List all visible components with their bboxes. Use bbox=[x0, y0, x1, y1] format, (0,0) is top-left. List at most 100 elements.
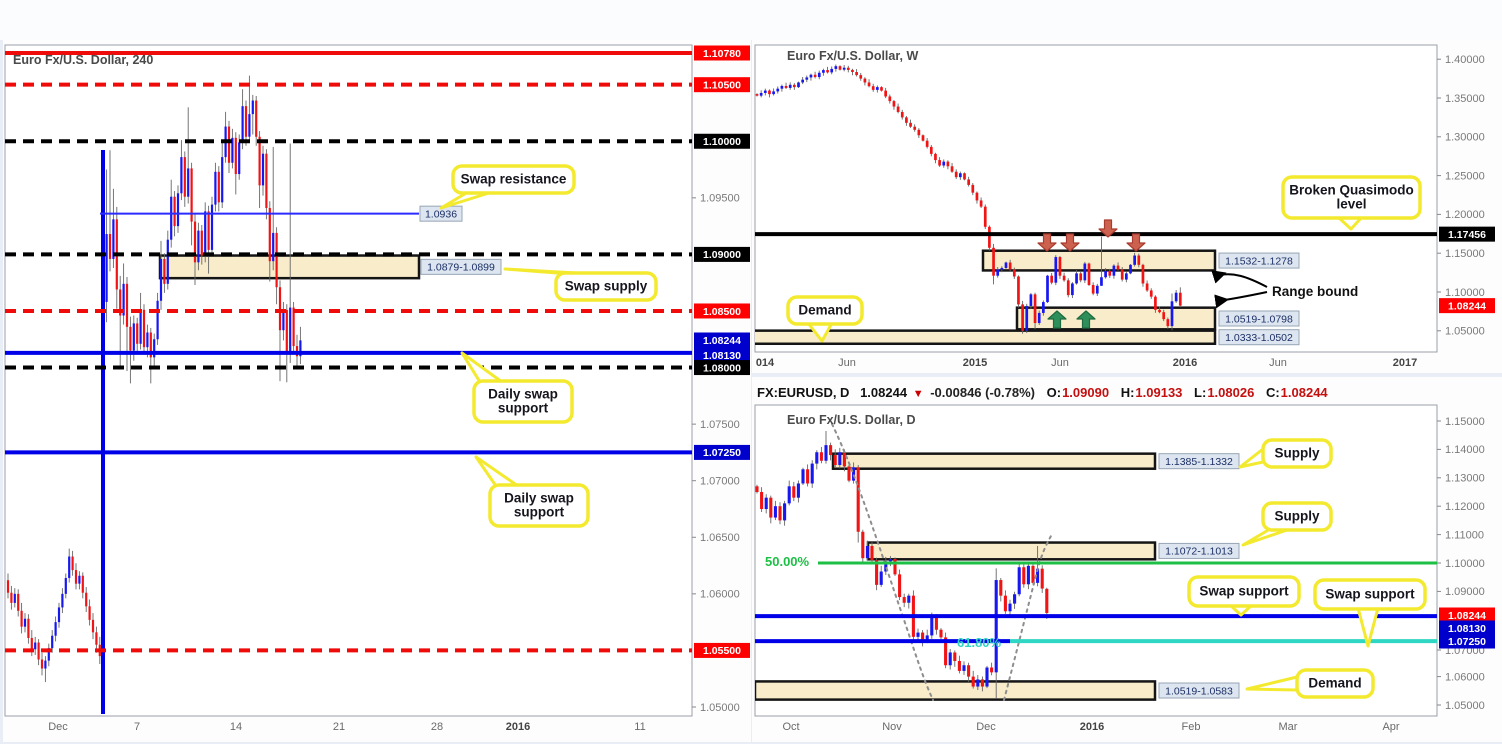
change-daily: -0.00846 (-0.78%) bbox=[930, 385, 1035, 400]
svg-text:Broken Quasimodo: Broken Quasimodo bbox=[1289, 183, 1414, 198]
svg-text:Jun: Jun bbox=[838, 357, 856, 369]
green-up-arrow-icon bbox=[1076, 310, 1096, 329]
red-down-arrow-icon bbox=[1060, 233, 1080, 252]
svg-text:28: 28 bbox=[431, 721, 443, 733]
svg-text:level: level bbox=[1336, 197, 1366, 212]
callout: Swap support bbox=[1187, 575, 1301, 617]
svg-text:1.08244: 1.08244 bbox=[1448, 300, 1486, 312]
svg-text:1.09000: 1.09000 bbox=[703, 249, 741, 261]
plot-area bbox=[4, 44, 693, 717]
close-daily: 1.08244 bbox=[1280, 385, 1328, 400]
svg-text:1.05000: 1.05000 bbox=[1445, 700, 1485, 712]
red-down-arrow-icon bbox=[1126, 233, 1146, 252]
open-daily: 1.09090 bbox=[1062, 385, 1110, 400]
svg-text:support: support bbox=[498, 401, 549, 416]
supply-demand-box bbox=[755, 329, 1217, 346]
svg-text:Feb: Feb bbox=[1182, 721, 1201, 733]
chart-wk: Range bound 1.1532-1.1278 1.0519-1.0798 1.0… bbox=[754, 44, 1495, 369]
price-axis: 1.10780 1.10500 1.10000 1.09500 1.09000 1.085… bbox=[692, 45, 750, 714]
svg-text:1.08000: 1.08000 bbox=[703, 362, 741, 374]
symbol-header-daily: FX:EURUSD, D 1.08244 ▼ -0.00846 (-0.78%)… bbox=[757, 385, 1328, 400]
callout: Demand bbox=[786, 295, 864, 343]
svg-text:Nov: Nov bbox=[882, 721, 902, 733]
svg-text:Daily swap: Daily swap bbox=[488, 387, 558, 402]
svg-text:Apr: Apr bbox=[1382, 721, 1399, 733]
svg-text:014: 014 bbox=[756, 357, 775, 369]
chart-title: Euro Fx/U.S. Dollar, W bbox=[787, 49, 918, 63]
svg-text:1.13000: 1.13000 bbox=[1445, 473, 1485, 485]
chart-d1: 50.00% 61.80% 1.1385-1.1332 1.1072-1.1013 1.… bbox=[754, 404, 1495, 733]
svg-text:1.10000: 1.10000 bbox=[703, 136, 741, 148]
svg-text:1.40000: 1.40000 bbox=[1445, 54, 1485, 66]
svg-text:1.06500: 1.06500 bbox=[700, 532, 740, 544]
svg-text:1.1532-1.1278: 1.1532-1.1278 bbox=[1225, 255, 1293, 267]
svg-text:1.0519-1.0583: 1.0519-1.0583 bbox=[1165, 685, 1233, 697]
svg-text:7: 7 bbox=[134, 721, 140, 733]
chart-title: Euro Fx/U.S. Dollar, D bbox=[787, 413, 916, 427]
callout: Demand bbox=[1245, 668, 1375, 699]
low-label: L: bbox=[1194, 385, 1207, 400]
svg-text:Jun: Jun bbox=[1051, 357, 1069, 369]
svg-text:2017: 2017 bbox=[1393, 357, 1417, 369]
fib-level-label: 50.00% bbox=[765, 554, 810, 569]
svg-text:Swap support: Swap support bbox=[1199, 584, 1289, 599]
candles bbox=[755, 64, 1182, 334]
green-up-arrow-icon bbox=[1047, 310, 1067, 329]
red-down-arrow-icon bbox=[1037, 233, 1057, 252]
svg-text:1.09000: 1.09000 bbox=[1445, 586, 1485, 598]
svg-text:1.05000: 1.05000 bbox=[700, 702, 740, 714]
svg-text:1.07250: 1.07250 bbox=[1448, 636, 1486, 648]
svg-text:1.14000: 1.14000 bbox=[1445, 444, 1485, 456]
callout: Swap support bbox=[1313, 578, 1427, 648]
time-axis: Dec 7 14 21 28 2016 11 bbox=[48, 721, 645, 733]
close-label: C: bbox=[1265, 385, 1280, 400]
last-price-daily: 1.08244 bbox=[860, 385, 908, 400]
svg-text:1.1385-1.1332: 1.1385-1.1332 bbox=[1165, 456, 1233, 468]
red-down-arrow-icon bbox=[1098, 219, 1118, 238]
symbol-daily: FX:EURUSD, D bbox=[757, 385, 850, 400]
svg-text:1.05000: 1.05000 bbox=[1445, 326, 1485, 338]
svg-text:Swap supply: Swap supply bbox=[565, 279, 648, 294]
svg-text:1.07250: 1.07250 bbox=[703, 447, 741, 459]
low-daily: 1.08026 bbox=[1207, 385, 1255, 400]
callout: Swap resistance bbox=[439, 164, 576, 210]
price-axis: 1.40000 1.35000 1.30000 1.25000 1.20000 1.174… bbox=[1437, 54, 1495, 338]
candles bbox=[755, 430, 1049, 699]
svg-text:Daily swap: Daily swap bbox=[504, 491, 574, 506]
callout: Supply bbox=[1241, 501, 1333, 547]
svg-text:Supply: Supply bbox=[1274, 446, 1319, 461]
svg-text:1.12000: 1.12000 bbox=[1445, 501, 1485, 513]
svg-text:Dec: Dec bbox=[48, 721, 68, 733]
time-axis: 014 Jun 2015 Jun 2016 Jun 2017 bbox=[756, 357, 1417, 369]
time-axis: Oct Nov Dec 2016 Feb Mar Apr bbox=[782, 721, 1399, 733]
svg-text:1.08244: 1.08244 bbox=[703, 335, 741, 347]
svg-text:1.10000: 1.10000 bbox=[1445, 287, 1485, 299]
svg-text:2016: 2016 bbox=[1080, 721, 1104, 733]
svg-text:1.17456: 1.17456 bbox=[1448, 229, 1486, 241]
svg-text:Swap resistance: Swap resistance bbox=[461, 172, 567, 187]
svg-text:1.15000: 1.15000 bbox=[1445, 248, 1485, 260]
svg-text:2016: 2016 bbox=[506, 721, 530, 733]
svg-text:1.07500: 1.07500 bbox=[700, 419, 740, 431]
svg-text:support: support bbox=[514, 505, 565, 520]
svg-text:1.10780: 1.10780 bbox=[703, 48, 741, 60]
price-axis: 1.15000 1.14000 1.13000 1.12000 1.11000 1.100… bbox=[1437, 416, 1495, 712]
down-arrow-icon: ▼ bbox=[912, 388, 924, 400]
chart-title: Euro Fx/U.S. Dollar, 240 bbox=[13, 53, 153, 67]
svg-text:2015: 2015 bbox=[963, 357, 987, 369]
svg-text:1.0519-1.0798: 1.0519-1.0798 bbox=[1225, 313, 1293, 325]
svg-text:Demand: Demand bbox=[1308, 676, 1361, 691]
svg-text:1.08244: 1.08244 bbox=[1448, 610, 1486, 622]
svg-text:1.05500: 1.05500 bbox=[703, 645, 741, 657]
svg-text:1.15000: 1.15000 bbox=[1445, 416, 1485, 428]
svg-text:Mar: Mar bbox=[1279, 721, 1298, 733]
svg-text:1.20000: 1.20000 bbox=[1445, 209, 1485, 221]
svg-text:Jun: Jun bbox=[1269, 357, 1287, 369]
svg-text:1.06000: 1.06000 bbox=[700, 589, 740, 601]
high-label: H: bbox=[1120, 385, 1135, 400]
svg-text:1.08500: 1.08500 bbox=[703, 306, 741, 318]
